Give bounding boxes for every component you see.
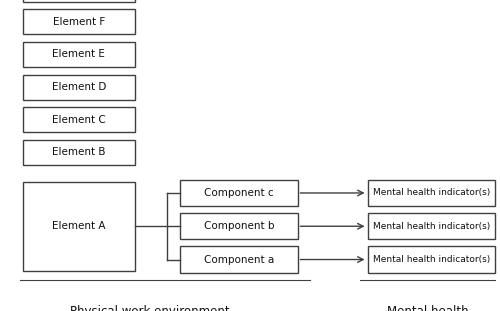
- FancyBboxPatch shape: [22, 182, 135, 271]
- FancyBboxPatch shape: [22, 9, 135, 34]
- FancyBboxPatch shape: [180, 180, 298, 206]
- FancyBboxPatch shape: [368, 213, 495, 239]
- Text: Component c: Component c: [204, 188, 274, 198]
- Text: Component b: Component b: [204, 221, 274, 231]
- Text: Component a: Component a: [204, 254, 274, 265]
- FancyBboxPatch shape: [22, 140, 135, 165]
- Text: Element E: Element E: [52, 49, 105, 59]
- FancyBboxPatch shape: [368, 180, 495, 206]
- FancyBboxPatch shape: [22, 0, 135, 2]
- FancyBboxPatch shape: [22, 42, 135, 67]
- Text: Element F: Element F: [52, 17, 105, 27]
- Text: Element C: Element C: [52, 115, 106, 125]
- Text: Physical work environment: Physical work environment: [70, 305, 230, 311]
- FancyBboxPatch shape: [180, 246, 298, 273]
- Text: Element D: Element D: [52, 82, 106, 92]
- Text: Mental health indicator(s): Mental health indicator(s): [372, 255, 490, 264]
- Text: Mental health indicator(s): Mental health indicator(s): [372, 222, 490, 231]
- FancyBboxPatch shape: [180, 213, 298, 239]
- Text: Element A: Element A: [52, 221, 106, 231]
- FancyBboxPatch shape: [22, 107, 135, 132]
- Text: Element B: Element B: [52, 147, 106, 157]
- FancyBboxPatch shape: [22, 75, 135, 100]
- Text: Mental health: Mental health: [386, 305, 468, 311]
- Text: Mental health indicator(s): Mental health indicator(s): [372, 188, 490, 197]
- FancyBboxPatch shape: [368, 246, 495, 273]
